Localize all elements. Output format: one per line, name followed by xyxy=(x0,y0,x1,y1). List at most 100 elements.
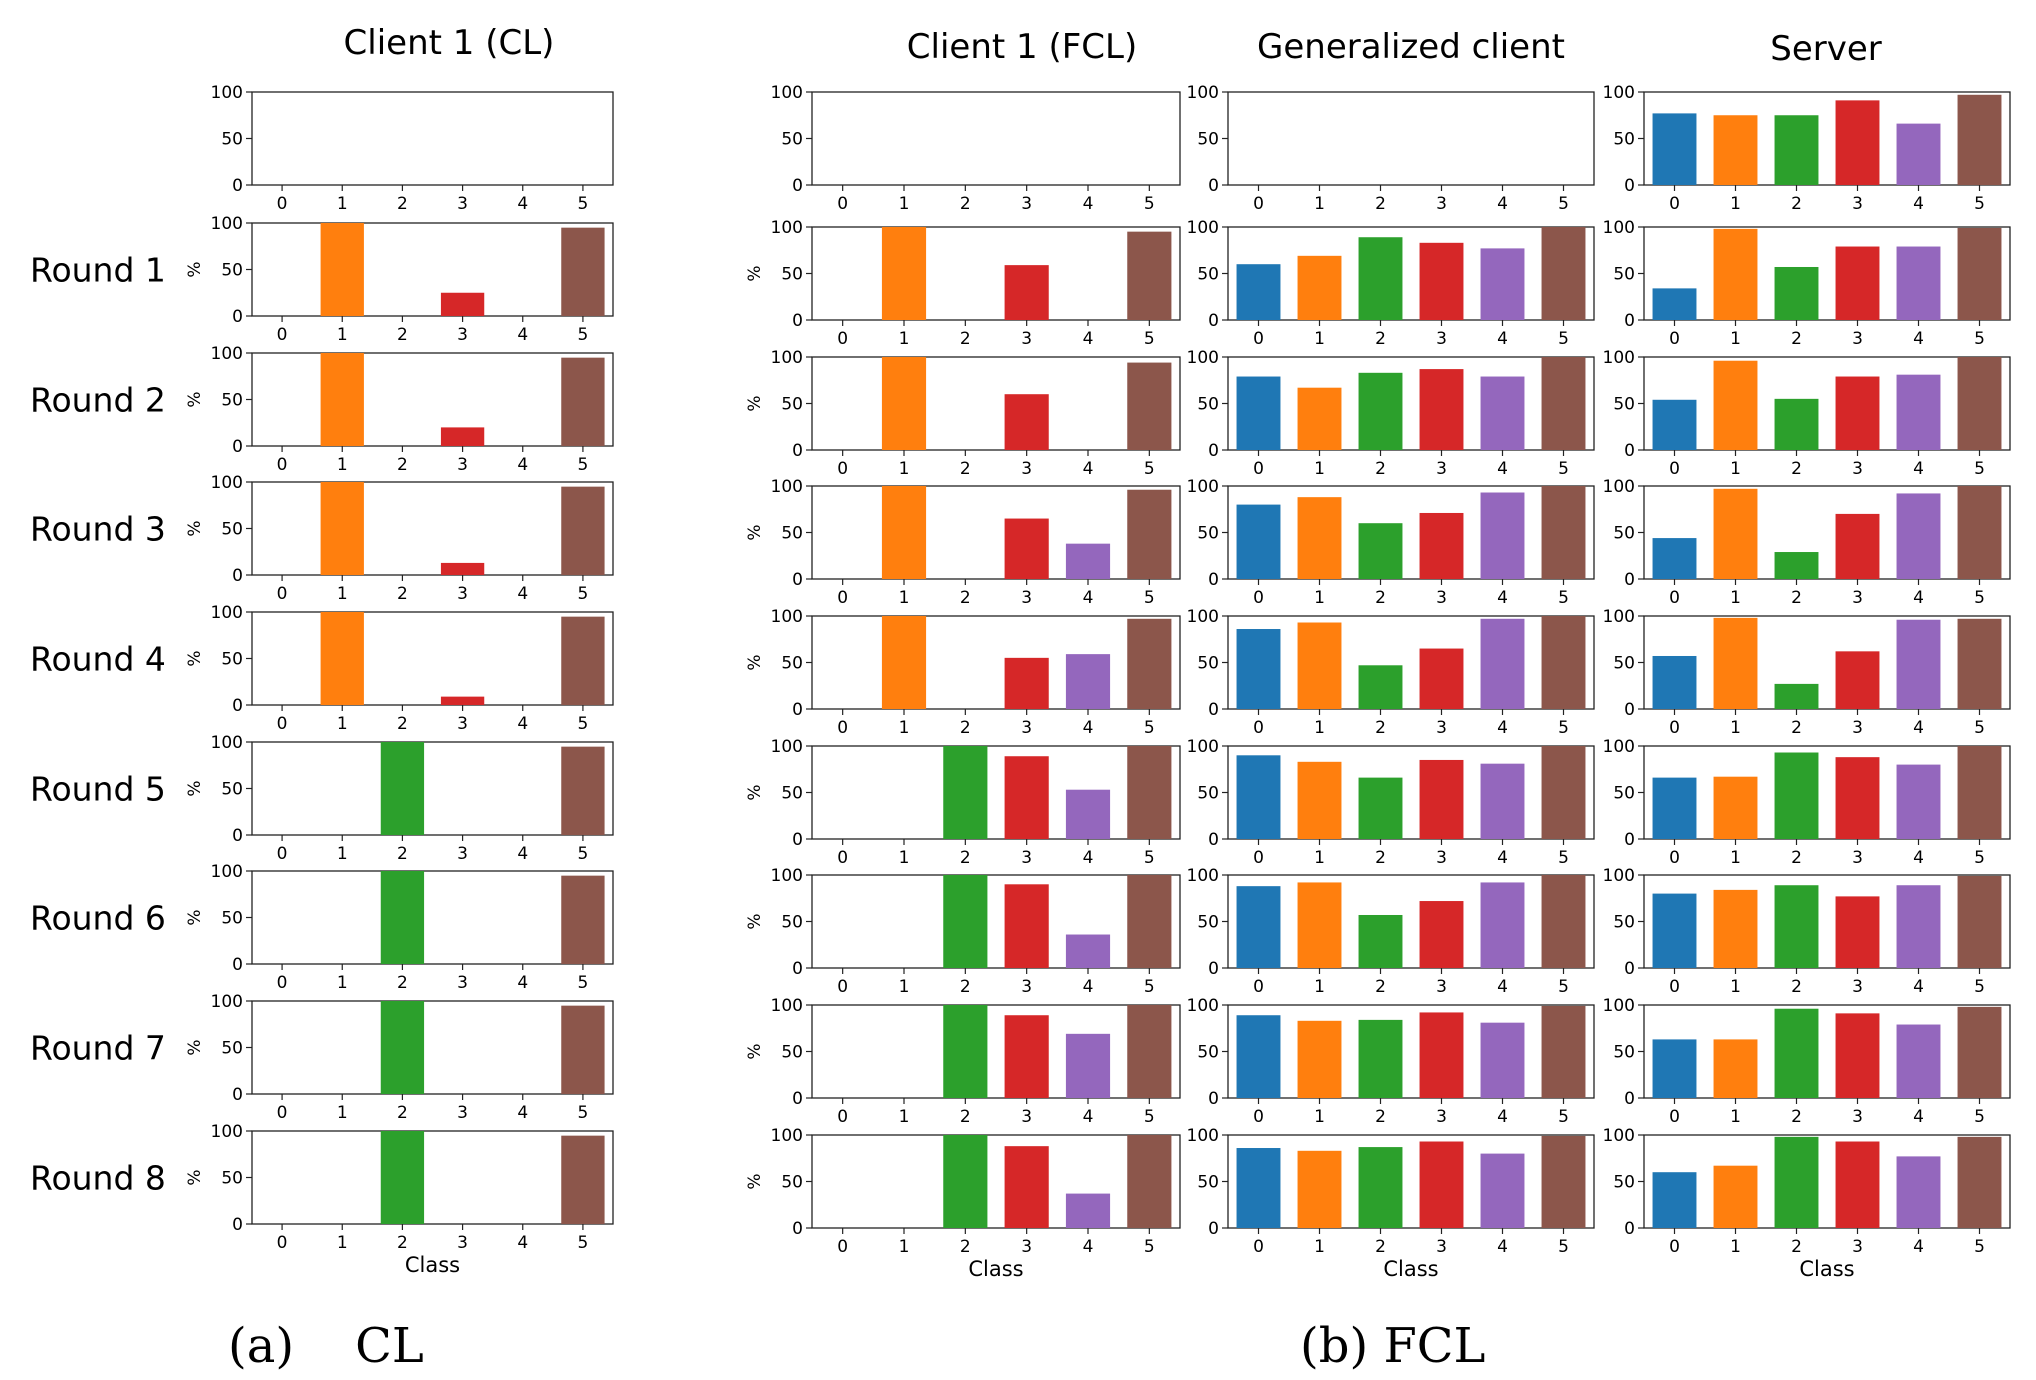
server-ytick-label: 0 xyxy=(1624,700,1635,720)
server-xtick-label: 3 xyxy=(1852,718,1863,738)
server-bar-class-4 xyxy=(1896,246,1941,320)
fcl-client-ytick-label: 100 xyxy=(771,607,803,627)
cl-client-ytick-label: 50 xyxy=(221,1039,243,1059)
fcl-client-xtick-label: 0 xyxy=(837,194,848,214)
server-xtick-label: 4 xyxy=(1913,459,1924,479)
cl-client-xtick-label: 4 xyxy=(517,325,528,345)
cl-client-xtick-label: 0 xyxy=(277,1233,288,1253)
generalized-client-xtick-label: 3 xyxy=(1436,1107,1447,1127)
cl-client-ytick-label: 100 xyxy=(211,1122,243,1142)
server-ytick-label: 50 xyxy=(1613,1043,1635,1063)
generalized-client-bar-class-3 xyxy=(1419,759,1464,839)
generalized-client-ytick-label: 0 xyxy=(1208,1089,1219,1109)
server-bar-class-2 xyxy=(1774,752,1819,839)
generalized-client-xtick-label: 2 xyxy=(1375,588,1386,608)
fcl-client-xtick-label: 0 xyxy=(837,848,848,868)
fcl-client-xtick-label: 2 xyxy=(960,848,971,868)
cl-client-ytick-label: 0 xyxy=(232,566,243,586)
fcl-client-xtick-label: 0 xyxy=(837,1237,848,1257)
server-bar-class-2 xyxy=(1774,1008,1819,1098)
generalized-client-axes-frame-row-8 xyxy=(1227,1134,1595,1229)
fcl-client-ylabel: % xyxy=(745,1173,765,1189)
server-xtick-label: 1 xyxy=(1730,1237,1741,1257)
server-bar-class-2 xyxy=(1774,266,1819,320)
server-bar-class-1 xyxy=(1713,228,1758,320)
generalized-client-xtick-label: 5 xyxy=(1558,459,1569,479)
generalized-client-bar-class-5 xyxy=(1541,486,1586,579)
generalized-client-ytick-label: 0 xyxy=(1208,1219,1219,1239)
generalized-client-ytick-label: 0 xyxy=(1208,570,1219,590)
fcl-client-bar-class-2 xyxy=(943,746,988,839)
server-bar-class-3 xyxy=(1835,757,1880,839)
server-bar-class-5 xyxy=(1957,94,2002,185)
server-bar-class-0 xyxy=(1652,288,1697,320)
server-xtick-label: 3 xyxy=(1852,194,1863,214)
generalized-client-xtick-label: 5 xyxy=(1558,588,1569,608)
cl-client-xtick-label: 5 xyxy=(578,1103,589,1123)
fcl-client-xtick-label: 2 xyxy=(960,194,971,214)
server-xlabel: Class xyxy=(1799,1257,1854,1281)
fcl-client-xtick-label: 4 xyxy=(1083,329,1094,349)
fcl-client-ytick-label: 100 xyxy=(771,218,803,238)
cl-client-xtick-label: 0 xyxy=(277,973,288,993)
server-bar-class-1 xyxy=(1713,617,1758,709)
server-xtick-label: 2 xyxy=(1791,329,1802,349)
generalized-client-axes-frame-row-2 xyxy=(1227,356,1595,451)
fcl-client-axes-frame-row-0 xyxy=(811,91,1181,186)
cl-client-xtick-label: 3 xyxy=(457,455,468,475)
fcl-client-xtick-label: 3 xyxy=(1021,588,1032,608)
server-bar-class-0 xyxy=(1652,893,1697,968)
fcl-client-xtick-label: 3 xyxy=(1021,194,1032,214)
generalized-client-bar-class-1 xyxy=(1297,622,1342,709)
fcl-client-ytick-label: 100 xyxy=(771,83,803,103)
cl-client-xtick-label: 5 xyxy=(578,844,589,864)
server-bar-class-0 xyxy=(1652,777,1697,839)
generalized-client-ytick-label: 50 xyxy=(1197,784,1219,804)
cl-client-xtick-label: 2 xyxy=(397,455,408,475)
cl-client-bar-class-1 xyxy=(320,482,364,575)
generalized-client-bar-class-5 xyxy=(1541,357,1586,450)
generalized-client-bar-class-4 xyxy=(1480,1153,1525,1228)
cl-client-xtick-label: 0 xyxy=(277,325,288,345)
server-bar-class-0 xyxy=(1652,655,1697,709)
cl-client-ylabel: % xyxy=(185,391,205,407)
fcl-client-xtick-label: 4 xyxy=(1083,848,1094,868)
server-xtick-label: 2 xyxy=(1791,718,1802,738)
server-xtick-label: 1 xyxy=(1730,194,1741,214)
generalized-client-xtick-label: 5 xyxy=(1558,718,1569,738)
server-bar-class-3 xyxy=(1835,651,1880,709)
cl-client-axes-frame-row-8 xyxy=(251,1130,614,1225)
server-axes-frame-row-0 xyxy=(1643,91,2011,186)
server-xtick-label: 5 xyxy=(1974,718,1985,738)
generalized-client-bar-class-2 xyxy=(1358,665,1403,709)
server-xtick-label: 5 xyxy=(1974,1107,1985,1127)
fcl-client-bar-class-3 xyxy=(1004,394,1049,450)
generalized-client-xtick-label: 2 xyxy=(1375,848,1386,868)
fcl-client-ytick-label: 50 xyxy=(781,265,803,285)
generalized-client-axes-frame-row-1 xyxy=(1227,226,1595,321)
cl-client-ytick-label: 100 xyxy=(211,473,243,493)
cl-client-xtick-label: 2 xyxy=(397,844,408,864)
generalized-client-bar-class-4 xyxy=(1480,882,1525,968)
server-bar-class-5 xyxy=(1957,1006,2002,1098)
generalized-client-xtick-label: 1 xyxy=(1314,459,1325,479)
server-bar-class-2 xyxy=(1774,552,1819,579)
server-xtick-label: 4 xyxy=(1913,588,1924,608)
generalized-client-xtick-label: 0 xyxy=(1253,977,1264,997)
cl-client-bar-class-3 xyxy=(440,292,485,316)
cl-client-ytick-label: 50 xyxy=(221,391,243,411)
fcl-client-bar-class-5 xyxy=(1127,875,1172,968)
generalized-client-bar-class-1 xyxy=(1297,497,1342,579)
generalized-client-bar-class-5 xyxy=(1541,227,1586,320)
fcl-client-bar-class-4 xyxy=(1065,543,1111,579)
cl-client-xtick-label: 2 xyxy=(397,325,408,345)
generalized-client-xtick-label: 1 xyxy=(1314,329,1325,349)
fcl-client-xtick-label: 4 xyxy=(1083,588,1094,608)
fcl-client-xtick-label: 2 xyxy=(960,588,971,608)
fcl-client-xtick-label: 4 xyxy=(1083,1237,1094,1257)
fcl-client-ytick-label: 50 xyxy=(781,1043,803,1063)
server-xtick-label: 1 xyxy=(1730,977,1741,997)
cl-client-bar-class-1 xyxy=(320,612,364,705)
fcl-client-ylabel: % xyxy=(745,1043,765,1059)
generalized-client-ytick-label: 100 xyxy=(1187,996,1219,1016)
